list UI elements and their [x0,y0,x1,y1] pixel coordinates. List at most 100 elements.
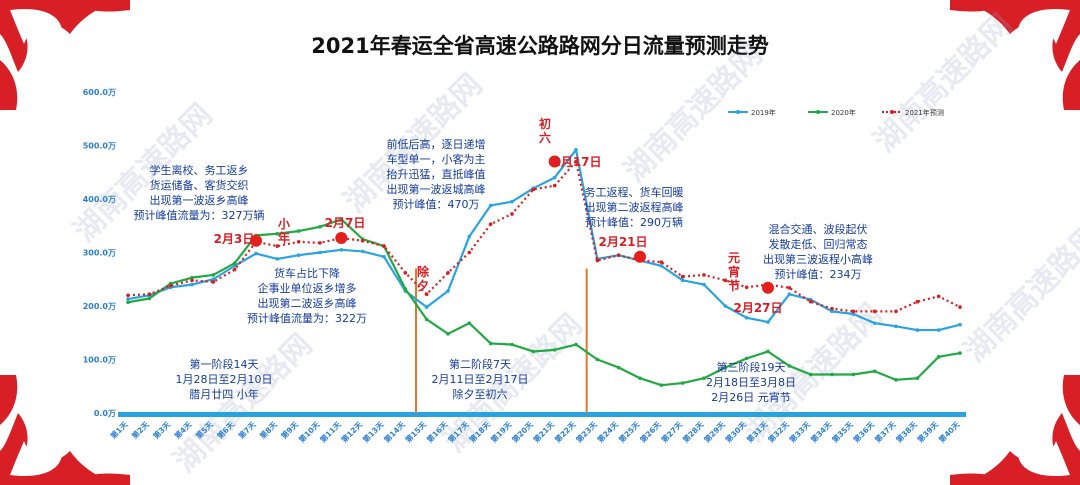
data-point [446,332,450,336]
data-point [190,282,194,287]
data-point [659,260,664,264]
peak-marker [762,281,774,294]
data-point [958,351,962,355]
data-point [851,312,856,316]
data-point [467,250,472,255]
data-point [680,274,685,279]
y-tick-label: 100.0万 [83,356,116,365]
data-point [595,258,600,263]
data-point [360,249,365,254]
data-point [702,282,706,287]
y-tick-label: 0.0万 [94,409,116,418]
data-point [424,292,429,297]
data-point [488,203,493,208]
data-point [275,231,280,236]
data-point [830,309,834,314]
x-tick-label: 第26天 [638,419,663,444]
x-tick-label: 第25天 [616,419,641,444]
x-tick-label: 第14天 [382,419,407,444]
x-tick-label: 第38天 [894,419,919,444]
marker-label: 2月27日 [733,301,782,315]
data-point [744,315,749,320]
data-point [147,296,152,301]
data-point [254,251,258,256]
data-point [510,342,514,347]
data-point [211,280,216,284]
data-point [936,355,941,359]
peak-marker [548,155,561,168]
series-line [127,160,961,313]
data-point [488,341,493,346]
x-tick-label: 第37天 [872,419,897,444]
marker-label: 2月21日 [598,235,647,249]
data-point [126,293,130,298]
marker-label: 2月3日 [214,232,255,246]
x-tick-label: 第8天 [257,419,279,441]
data-point [894,309,898,314]
annotation-text: 出现第二波返乡高峰 [258,296,357,310]
stage-label: 2月11日至2月17日 [432,373,529,386]
stage-label: 第三阶段19天 [717,360,786,374]
x-tick-label: 第3天 [151,419,173,441]
data-point [467,234,472,239]
corner-ornament-top-right [950,0,1080,110]
data-point [766,320,770,324]
data-point [211,277,216,282]
data-point [382,244,386,248]
data-point [851,372,856,377]
stage-label: 1月28日至2月10日 [176,373,273,386]
x-tick-label: 第10天 [296,419,321,444]
annotation-text: 学生离校、务工返乡 [150,163,249,177]
corner-ornament-top-left [0,0,130,110]
marker-label: 2月17日 [552,155,601,169]
x-tick-label: 第27天 [659,419,684,444]
data-point [318,225,322,229]
peak-marker [634,250,646,263]
y-tick-label: 200.0万 [83,302,116,311]
annotation-text: 货车占比下降 [274,266,340,280]
annotation-text: 企事业单位返乡增多 [258,281,357,295]
y-tick-label: 300.0万 [83,249,116,258]
data-point [488,222,493,226]
data-point [574,147,578,152]
stage-label: 腊月廿四 小年 [189,387,259,401]
stage-label: 2月18日至3月8日 [706,376,796,389]
data-point [296,229,301,233]
data-point [126,297,130,301]
x-tick-label: 第35天 [830,419,855,444]
holiday-label: 宵 [728,264,740,279]
x-tick-label: 第2天 [129,419,151,441]
data-point [872,321,877,325]
holiday-label: 夕 [417,278,429,293]
x-tick-label: 第40天 [936,419,961,444]
annotation-text: 抬升迅猛，直抵峰值 [387,167,486,181]
data-point [787,286,792,290]
x-tick-label: 第24天 [595,419,620,444]
data-point [211,273,216,277]
data-point [915,376,920,381]
data-point [382,254,386,259]
stage-label: 第二阶段7天 [449,357,511,371]
data-point [851,309,856,314]
legend-label: 2019年 [751,108,776,117]
annotation-text: 预计峰值：290万辆 [585,215,683,229]
legend-marker [890,110,894,114]
data-point [126,300,130,305]
data-point [360,238,365,243]
holiday-label: 除 [417,264,430,279]
data-point [702,376,706,381]
data-point [894,324,898,329]
data-point [296,253,301,257]
series-line [127,218,961,387]
holiday-label: 节 [728,278,740,293]
legend-label: 2021年预测 [905,108,944,117]
x-tick-label: 第21天 [531,419,556,444]
holiday-label: 六 [539,130,551,145]
x-tick-label: 第1天 [108,419,130,441]
data-point [659,264,664,268]
chart-title: 2021年春运全省高速公路路网分日流量预测走势 [311,34,769,58]
annotation-text: 出现第二波返程高峰 [585,200,684,214]
data-point [915,299,920,304]
data-point [894,378,898,382]
